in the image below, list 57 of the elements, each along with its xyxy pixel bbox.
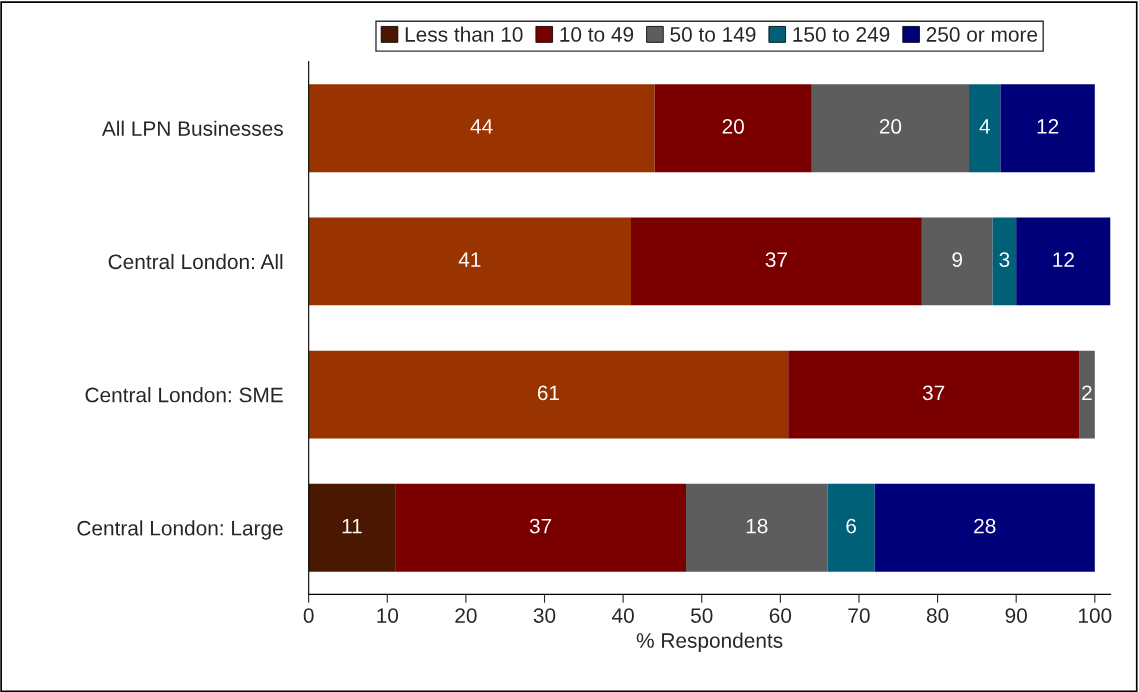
data-label: 11 xyxy=(342,518,362,534)
legend-label: 150 to 249 xyxy=(793,27,890,42)
legend-label: Less than 10 xyxy=(405,26,523,42)
bar xyxy=(921,217,993,306)
x-tick-label: 100 xyxy=(1079,608,1112,623)
bar xyxy=(788,350,1080,439)
bar xyxy=(827,483,875,572)
data-label: 37 xyxy=(765,252,787,267)
data-label: 37 xyxy=(529,518,552,534)
data-label: 2 xyxy=(1082,385,1092,400)
bar xyxy=(630,217,922,306)
bar xyxy=(992,217,1017,306)
y-tick-label: Central London: SME xyxy=(85,387,283,403)
data-label: 6 xyxy=(846,518,856,534)
x-tick-label: 60 xyxy=(769,608,792,623)
bar xyxy=(395,483,687,572)
x-tick-label: 30 xyxy=(533,608,556,623)
x-tick-label: 0 xyxy=(303,608,314,623)
legend-label: 50 to 149 xyxy=(670,27,756,42)
data-label: 28 xyxy=(974,518,996,534)
x-tick-label: 70 xyxy=(848,608,870,623)
data-label: 3 xyxy=(999,252,1010,267)
data-label: 41 xyxy=(458,252,481,267)
data-label: 37 xyxy=(922,385,945,401)
data-label: 12 xyxy=(1053,252,1074,267)
bar xyxy=(1016,217,1111,306)
bar xyxy=(1079,350,1095,439)
legend-label: 250 or more xyxy=(926,27,1038,42)
bar xyxy=(811,84,970,173)
bar xyxy=(308,350,789,439)
data-label: 12 xyxy=(1037,119,1059,134)
y-tick-label: Central London: Large xyxy=(77,520,283,540)
x-tick-label: 20 xyxy=(455,608,477,623)
bar xyxy=(308,84,655,173)
x-tick-label: 90 xyxy=(1005,608,1027,623)
x-tick-label: 50 xyxy=(690,608,713,623)
bar xyxy=(969,84,1001,173)
bar xyxy=(874,483,1095,572)
x-tick-label: 40 xyxy=(612,608,634,623)
x-tick-label: 80 xyxy=(926,608,949,623)
bar xyxy=(308,217,631,306)
x-tick-label: 10 xyxy=(377,608,399,623)
y-tick-label: All LPN Businesses xyxy=(101,120,283,136)
bar xyxy=(308,483,396,572)
legend-label: 10 to 49 xyxy=(560,27,634,42)
data-label: 61 xyxy=(537,385,560,401)
bar xyxy=(654,84,812,173)
data-label: 44 xyxy=(470,119,493,134)
bar xyxy=(1000,84,1095,173)
data-label: 20 xyxy=(722,119,744,134)
data-label: 9 xyxy=(952,252,963,267)
bar xyxy=(686,483,828,572)
data-label: 4 xyxy=(979,119,990,134)
data-label: 20 xyxy=(879,119,902,134)
y-tick-label: Central London: All xyxy=(108,253,283,270)
data-label: 18 xyxy=(746,518,768,534)
x-axis-title: % Respondents xyxy=(636,632,783,653)
